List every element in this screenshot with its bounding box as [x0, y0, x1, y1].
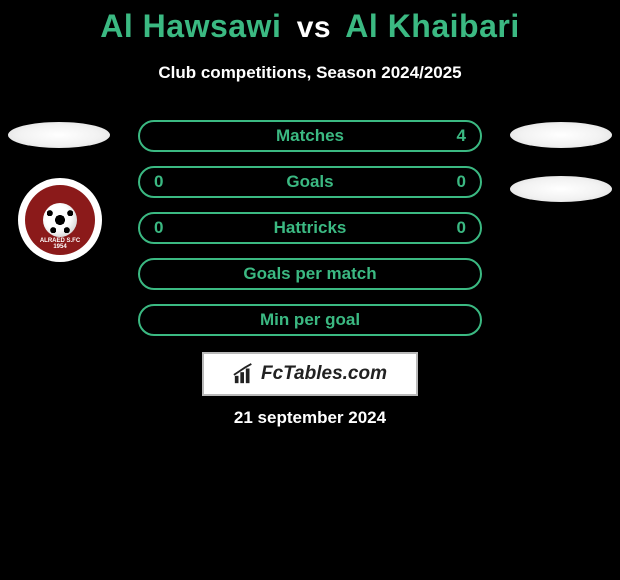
stat-label: Hattricks	[274, 218, 347, 238]
club-badge-text: ALRAED S.FC 1954	[25, 238, 95, 251]
stat-row-hattricks: 0 Hattricks 0	[138, 212, 482, 244]
stat-label: Goals	[286, 172, 333, 192]
decor-ellipse-left	[8, 122, 110, 148]
stat-left-value: 0	[154, 172, 163, 192]
stat-label: Matches	[276, 126, 344, 146]
page-title: Al Hawsawi vs Al Khaibari	[0, 0, 620, 45]
player1-name: Al Hawsawi	[100, 8, 281, 44]
club-badge-inner: ALRAED S.FC 1954	[25, 185, 95, 255]
decor-ellipse-right-2	[510, 176, 612, 202]
brand-box: FcTables.com	[202, 352, 418, 396]
brand-text: FcTables.com	[261, 363, 387, 385]
stat-label: Goals per match	[243, 264, 376, 284]
stat-right-value: 0	[457, 172, 466, 192]
stat-right-value: 0	[457, 218, 466, 238]
stat-left-value: 0	[154, 218, 163, 238]
stat-row-goals: 0 Goals 0	[138, 166, 482, 198]
stat-row-min-per-goal: Min per goal	[138, 304, 482, 336]
stat-row-matches: Matches 4	[138, 120, 482, 152]
date: 21 september 2024	[0, 408, 620, 428]
decor-ellipse-right-1	[510, 122, 612, 148]
club-badge: ALRAED S.FC 1954	[18, 178, 102, 262]
player2-name: Al Khaibari	[345, 8, 519, 44]
soccer-ball-icon	[43, 203, 77, 237]
stats-container: Matches 4 0 Goals 0 0 Hattricks 0 Goals …	[138, 120, 482, 350]
vs-separator: vs	[297, 11, 331, 44]
stat-right-value: 4	[457, 126, 466, 146]
subtitle: Club competitions, Season 2024/2025	[0, 63, 620, 83]
club-year: 1954	[25, 244, 95, 251]
stat-label: Min per goal	[260, 310, 360, 330]
stat-row-goals-per-match: Goals per match	[138, 258, 482, 290]
bar-chart-icon	[233, 363, 255, 385]
club-name: ALRAED S.FC	[25, 238, 95, 245]
